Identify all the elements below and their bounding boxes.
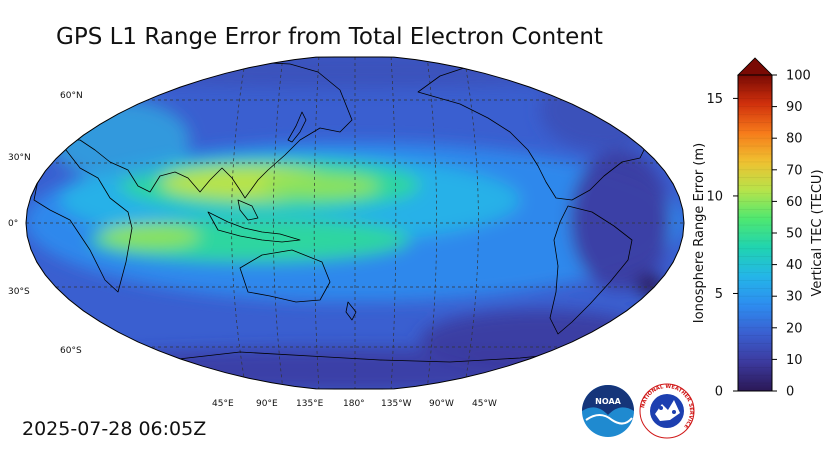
world-map: 60°N 30°N 0° 30°S 60°S 45°E 90°E 135°E 1… — [8, 56, 685, 409]
colorbar-tick-label: 30 — [786, 290, 803, 305]
range-error-ticks: 0 5 10 15 — [706, 92, 738, 400]
lat-label-60n: 60°N — [60, 91, 83, 101]
colorbar-extend-arrow — [737, 57, 773, 76]
graticule-meridian — [231, 57, 247, 389]
graticule-meridian — [273, 57, 284, 389]
range-error-tick-label: 0 — [715, 385, 723, 400]
colorbar-bands — [738, 82, 772, 384]
lon-label-90e: 90°E — [256, 399, 278, 409]
colorbar-tick-label: 100 — [786, 69, 811, 84]
lat-label-30s: 30°S — [8, 287, 30, 297]
colorbar-tick-label: 40 — [786, 258, 803, 273]
colorbar-tick-label: 70 — [786, 163, 803, 178]
lon-label-180: 180° — [343, 399, 365, 409]
colorbar-label: Vertical TEC (TECU) — [810, 169, 825, 296]
noaa-logo-text: NOAA — [595, 397, 621, 406]
tec-colorbar: 0 10 20 30 40 50 60 70 80 90 100 Vertical TEC (TEC… — [737, 57, 825, 400]
lat-label-60s: 60°S — [60, 346, 82, 356]
colorbar-tick-label: 60 — [786, 195, 803, 210]
range-error-tick-label: 15 — [706, 92, 723, 107]
range-error-tick-label: 5 — [715, 287, 723, 302]
graticule-meridian — [426, 57, 437, 389]
map-title: GPS L1 Range Error from Total Electron C… — [56, 24, 603, 50]
colorbar-tick-label: 90 — [786, 100, 803, 115]
timestamp: 2025-07-28 06:05Z — [22, 418, 207, 440]
lon-label-45e: 45°E — [212, 399, 234, 409]
colorbar-gradient — [738, 75, 772, 391]
lon-label-90w: 90°W — [429, 399, 454, 409]
lon-label-135w: 135°W — [381, 399, 412, 409]
graticule-meridian — [463, 57, 479, 389]
map-boundary — [25, 56, 685, 390]
lon-label-45w: 45°W — [472, 399, 497, 409]
range-error-axis-label: Ionosphere Range Error (m) — [692, 143, 707, 323]
lon-label-135e: 135°E — [296, 399, 324, 409]
colorbar-tick-label: 20 — [786, 321, 803, 336]
lat-label-30n: 30°N — [8, 153, 31, 163]
colorbar-ticks: 0 10 20 30 40 50 60 70 80 90 100 — [772, 69, 811, 400]
colorbar-tick-label: 10 — [786, 353, 803, 368]
graticule-meridian — [390, 57, 397, 389]
graticule-meridian — [313, 57, 320, 389]
colorbar-tick-label: 50 — [786, 227, 803, 242]
tec-field — [26, 57, 684, 389]
range-error-tick-label: 10 — [706, 189, 723, 204]
lat-label-0: 0° — [8, 219, 18, 229]
colorbar-tick-label: 0 — [786, 385, 794, 400]
nws-logo: NATIONAL WEATHER SERVICE — [639, 383, 695, 439]
colorbar-tick-label: 80 — [786, 132, 803, 147]
range-error-axis: 0 5 10 15 Ionosphere Range Error (m) — [692, 75, 739, 400]
noaa-logo: NOAA — [582, 385, 634, 437]
